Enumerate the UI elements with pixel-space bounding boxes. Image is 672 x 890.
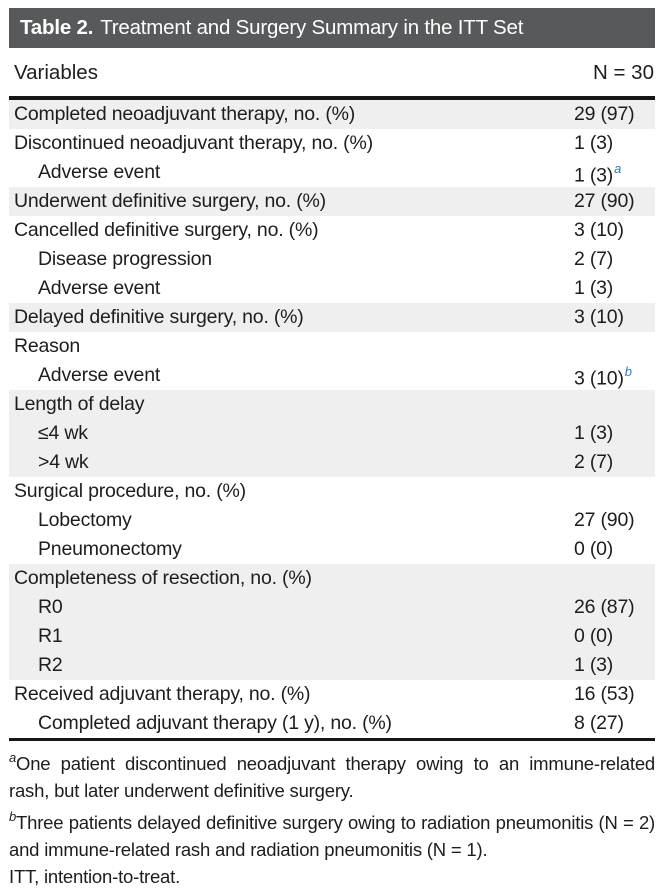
footnote-text: ITT, intention-to-treat. (9, 866, 181, 888)
table-number: Table 2. (20, 16, 94, 39)
row-value: 27 (90) (574, 190, 635, 212)
table-row: Received adjuvant therapy, no. (%) 16 (5… (9, 680, 655, 709)
table-row: >4 wk 2 (7) (9, 448, 655, 477)
row-value: 29 (97) (574, 103, 635, 125)
row-label: Cancelled definitive surgery, no. (%) (14, 219, 319, 241)
row-value: 26 (87) (574, 596, 635, 618)
table-row: Underwent definitive surgery, no. (%) 27… (9, 187, 655, 216)
table-row: R0 26 (87) (9, 593, 655, 622)
row-label: Length of delay (14, 393, 145, 415)
row-value: 2 (7) (574, 248, 614, 270)
journal-table: Table 2. Treatment and Surgery Summary i… (9, 8, 655, 890)
row-value: 27 (90) (574, 509, 635, 531)
row-value: 0 (0) (574, 538, 614, 560)
bottom-rule (9, 738, 655, 741)
table-title-bar: Table 2. Treatment and Surgery Summary i… (9, 8, 655, 48)
column-header-row: Variables N = 30 (9, 48, 655, 96)
footnote-item: aOne patient discontinued neoadjuvant th… (9, 745, 655, 804)
row-value: 1 (3) (574, 422, 614, 444)
row-label: Underwent definitive surgery, no. (%) (14, 190, 326, 212)
column-header-variables: Variables (14, 61, 98, 84)
row-label: ≤4 wk (38, 422, 88, 444)
row-label: Delayed definitive surgery, no. (%) (14, 306, 304, 328)
table-row: Adverse event 3 (10)b (9, 361, 655, 390)
table-row: Completeness of resection, no. (%) (9, 564, 655, 593)
row-value: 0 (0) (574, 625, 614, 647)
table-title: Treatment and Surgery Summary in the ITT… (100, 16, 524, 39)
footnote-text: One patient discontinued neoadjuvant the… (9, 753, 655, 802)
row-label: Adverse event (38, 364, 161, 386)
row-label: Discontinued neoadjuvant therapy, no. (%… (14, 132, 373, 154)
row-value: 16 (53) (574, 683, 635, 705)
footnote-marker: b (9, 809, 17, 825)
table-row: ≤4 wk 1 (3) (9, 419, 655, 448)
table-row: R1 0 (0) (9, 622, 655, 651)
table-body: Completed neoadjuvant therapy, no. (%) 2… (9, 100, 655, 738)
table-row: R2 1 (3) (9, 651, 655, 680)
row-label: R0 (38, 596, 63, 618)
row-label: Pneumonectomy (38, 538, 182, 560)
footnote-item: bThree patients delayed definitive surge… (9, 804, 655, 863)
footnote-text: Three patients delayed definitive surger… (9, 812, 655, 861)
table-row: Reason (9, 332, 655, 361)
row-value: 1 (3)a (574, 160, 622, 187)
row-label: Completeness of resection, no. (%) (14, 567, 312, 589)
row-label: Received adjuvant therapy, no. (%) (14, 683, 311, 705)
row-label: Lobectomy (38, 509, 132, 531)
row-label: R1 (38, 625, 63, 647)
table-row: Completed neoadjuvant therapy, no. (%) 2… (9, 100, 655, 129)
footnotes: aOne patient discontinued neoadjuvant th… (9, 745, 655, 890)
table-row: Delayed definitive surgery, no. (%) 3 (1… (9, 303, 655, 332)
column-header-n: N = 30 (593, 61, 654, 84)
table-row: Pneumonectomy 0 (0) (9, 535, 655, 564)
table-row: Cancelled definitive surgery, no. (%) 3 … (9, 216, 655, 245)
row-label: Completed neoadjuvant therapy, no. (%) (14, 103, 356, 125)
table-row: Lobectomy 27 (90) (9, 506, 655, 535)
row-label: Completed adjuvant therapy (1 y), no. (%… (38, 712, 392, 734)
header-rule (9, 96, 655, 100)
row-value: 3 (10)b (574, 363, 632, 390)
row-label: Disease progression (38, 248, 212, 270)
row-value: 1 (3) (574, 132, 614, 154)
footnote-marker: b (624, 363, 632, 379)
row-label: Adverse event (38, 277, 161, 299)
table-row: Adverse event 1 (3)a (9, 158, 655, 187)
row-label: Adverse event (38, 161, 161, 183)
row-value: 3 (10) (574, 306, 624, 328)
row-label: Reason (14, 335, 81, 357)
row-value: 1 (3) (574, 654, 614, 676)
table-row: Adverse event 1 (3) (9, 274, 655, 303)
table-row: Disease progression 2 (7) (9, 245, 655, 274)
row-label: R2 (38, 654, 63, 676)
row-value: 8 (27) (574, 712, 624, 734)
row-value: 3 (10) (574, 219, 624, 241)
table-row: Discontinued neoadjuvant therapy, no. (%… (9, 129, 655, 158)
table-row: Surgical procedure, no. (%) (9, 477, 655, 506)
row-value: 2 (7) (574, 451, 614, 473)
table-row: Completed adjuvant therapy (1 y), no. (%… (9, 709, 655, 738)
row-label: >4 wk (38, 451, 89, 473)
row-label: Surgical procedure, no. (%) (14, 480, 246, 502)
row-value: 1 (3) (574, 277, 614, 299)
footnote-item: ITT, intention-to-treat. (9, 863, 655, 890)
footnote-marker: a (9, 750, 17, 765)
table-row: Length of delay (9, 390, 655, 419)
footnote-marker: a (614, 160, 622, 176)
